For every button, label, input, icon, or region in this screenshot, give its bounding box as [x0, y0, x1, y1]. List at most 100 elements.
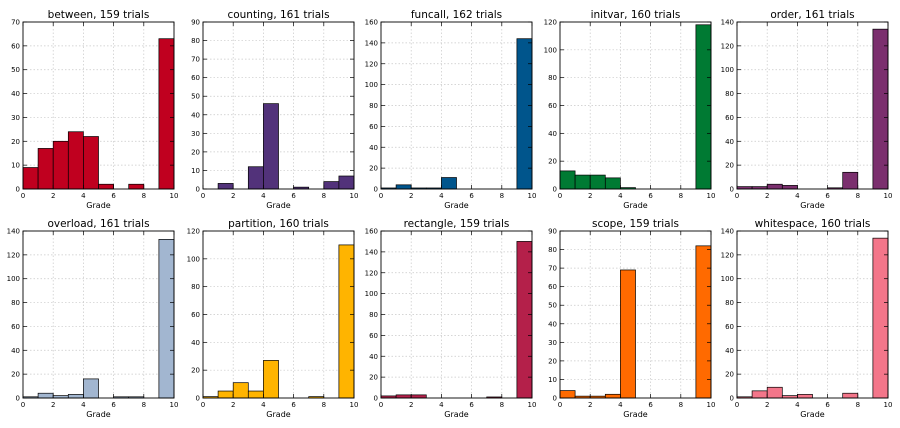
y-tick-label: 140 [721, 228, 734, 236]
y-tick-label: 0 [553, 395, 557, 403]
panel-overload: 0 20 40 60 80 100 120 140 0 2 4 6 8 10 overload, 161 t… [7, 218, 179, 419]
bar-between-bin-0 [22, 167, 39, 190]
y-tick-label: 20 [725, 371, 734, 379]
y-tick-label: 60 [11, 42, 20, 50]
y-tick-label: 40 [11, 90, 20, 98]
x-tick-label: 0 [558, 192, 562, 200]
panel-order: 0 20 40 60 80 100 120 140 0 2 4 6 8 10 order, 161 tria… [721, 9, 893, 210]
bar-between-bin-5 [98, 183, 114, 190]
panel-scope: 0 10 20 30 40 50 60 70 80 90 0 2 4 6 8 10 scope, 159 tri… [548, 218, 715, 419]
y-tick-label: 140 [7, 228, 20, 236]
bar-overload-bin-3 [67, 394, 84, 399]
y-tick-label: 40 [191, 339, 200, 347]
y-tick-label: 60 [11, 323, 20, 331]
x-axis-label: Grade [800, 410, 824, 419]
x-tick-label: 8 [142, 401, 146, 409]
x-tick-label: 4 [439, 192, 444, 200]
y-tick-label: 30 [191, 130, 200, 138]
x-tick-label: 2 [51, 192, 55, 200]
y-tick-label: 120 [7, 251, 20, 259]
x-tick-label: 2 [765, 401, 769, 409]
y-tick-label: 10 [548, 376, 557, 384]
bar-funcall-bin-9 [516, 38, 533, 190]
y-tick-label: 60 [548, 283, 557, 291]
y-tick-label: 80 [191, 37, 200, 45]
y-tick-label: 120 [365, 269, 378, 277]
y-tick-label: 80 [369, 102, 378, 110]
y-tick-label: 100 [721, 66, 734, 74]
y-tick-label: 20 [369, 374, 378, 382]
chart-title: initvar, 160 trials [591, 9, 681, 21]
y-tick-label: 0 [196, 186, 200, 194]
bar-between-bin-7 [128, 183, 145, 190]
y-tick-label: 40 [11, 347, 20, 355]
y-tick-label: 100 [365, 81, 378, 89]
bar-partition-bin-9 [338, 244, 355, 399]
x-tick-label: 4 [261, 192, 266, 200]
y-tick-label: 40 [191, 111, 200, 119]
bar-overload-bin-1 [37, 392, 54, 399]
y-tick-label: 80 [191, 283, 200, 291]
bar-between-bin-1 [37, 148, 54, 190]
y-tick-label: 0 [553, 186, 557, 194]
x-tick-label: 8 [856, 192, 860, 200]
y-tick-label: 90 [191, 19, 200, 27]
plot-frame [380, 230, 533, 399]
x-tick-label: 2 [588, 192, 592, 200]
y-tick-label: 30 [11, 114, 20, 122]
x-tick-label: 6 [111, 192, 116, 200]
bar-initvar-bin-1 [574, 174, 591, 190]
plot-frame [559, 230, 712, 399]
chart-title: counting, 161 trials [227, 9, 329, 21]
panel-counting: 0 10 20 30 40 50 60 70 80 90 0 2 4 6 8 10 counting, 161 … [191, 9, 358, 210]
plot-frame [736, 21, 889, 190]
y-tick-label: 20 [191, 148, 200, 156]
y-tick-label: 20 [11, 371, 20, 379]
y-tick-label: 120 [721, 42, 734, 50]
x-axis-label: Grade [444, 201, 468, 210]
y-tick-label: 40 [725, 138, 734, 146]
x-axis-label: Grade [266, 410, 290, 419]
chart-title: whitespace, 160 trials [755, 218, 871, 230]
y-tick-label: 80 [11, 299, 20, 307]
bar-scope-bin-9 [695, 245, 712, 399]
bar-funcall-bin-1 [395, 184, 412, 190]
x-tick-label: 6 [648, 192, 653, 200]
bar-scope-bin-3 [604, 393, 621, 399]
y-tick-label: 20 [191, 367, 200, 375]
x-tick-label: 2 [231, 401, 235, 409]
y-tick-label: 100 [7, 275, 20, 283]
panel-between: 0 10 20 30 40 50 60 70 0 2 4 6 8 10 between, 159 trial… [11, 9, 178, 210]
x-tick-label: 0 [201, 401, 205, 409]
y-tick-label: 40 [725, 347, 734, 355]
x-tick-label: 6 [648, 401, 653, 409]
y-tick-label: 80 [725, 299, 734, 307]
x-tick-label: 8 [679, 401, 683, 409]
x-tick-label: 10 [170, 401, 179, 409]
bar-partition-bin-2 [232, 382, 249, 399]
bar-whitespace-bin-4 [797, 394, 813, 399]
y-tick-label: 0 [374, 395, 378, 403]
y-tick-label: 140 [721, 19, 734, 27]
x-tick-label: 10 [350, 401, 359, 409]
x-tick-label: 0 [735, 401, 739, 409]
x-axis-label: Grade [623, 410, 647, 419]
bar-order-bin-3 [781, 185, 798, 190]
y-tick-label: 80 [548, 74, 557, 82]
x-tick-label: 4 [81, 401, 86, 409]
y-tick-label: 10 [11, 162, 20, 170]
bar-rectangle-bin-2 [410, 394, 427, 399]
x-tick-label: 0 [379, 401, 383, 409]
bar-whitespace-bin-7 [842, 392, 859, 399]
x-tick-label: 4 [618, 401, 623, 409]
y-tick-label: 70 [548, 265, 557, 273]
x-tick-label: 8 [322, 192, 326, 200]
bar-partition-bin-1 [217, 390, 234, 399]
bar-funcall-bin-4 [441, 177, 457, 190]
x-tick-label: 8 [322, 401, 326, 409]
bar-overload-bin-4 [83, 378, 99, 399]
bar-partition-bin-4 [263, 360, 279, 399]
x-axis-label: Grade [86, 201, 110, 210]
bar-between-bin-2 [52, 140, 69, 190]
